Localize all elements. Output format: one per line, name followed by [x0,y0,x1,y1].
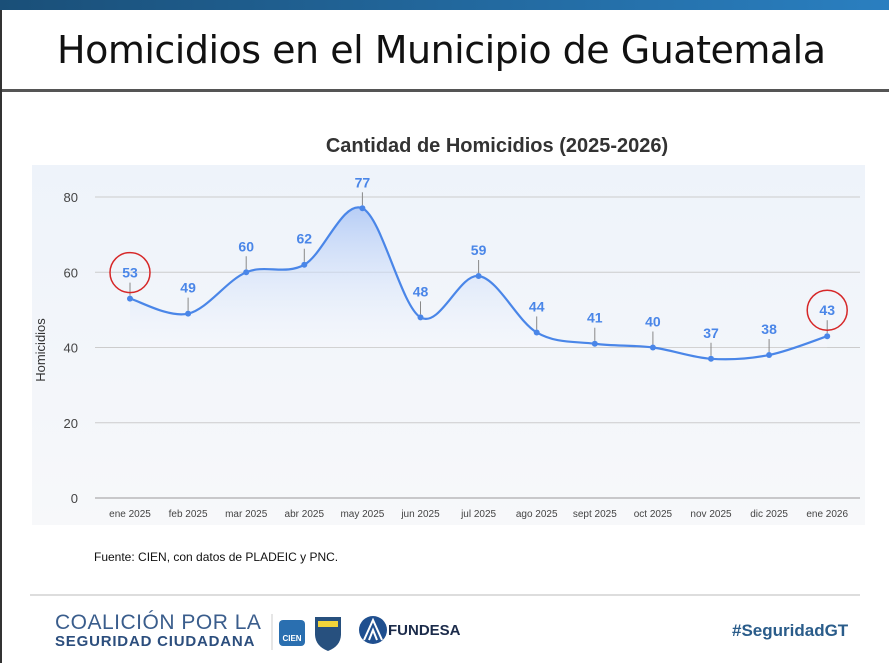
data-label: 59 [471,242,487,258]
data-point [475,273,482,280]
x-tick-label: feb 2025 [169,509,208,520]
highlight-circle [806,289,848,331]
fundesa-logo-icon [359,616,387,644]
page-title: Homicidios en el Municipio de Guatemala [57,28,826,72]
x-tick-label: may 2025 [340,509,384,520]
data-label: 37 [703,325,719,341]
x-tick-label: dic 2025 [750,509,788,520]
x-tick-label: mar 2025 [225,509,268,520]
y-tick-label: 80 [64,190,78,205]
data-point [824,333,831,340]
footer-divider [30,594,860,596]
data-point [359,205,366,212]
x-tick-label: ago 2025 [516,509,558,520]
data-point [766,352,773,359]
partner-logos: CIEN [271,614,341,651]
x-tick-label: jun 2025 [400,509,440,520]
homicides-line-chart: Cantidad de Homicidios (2025-2026) Homici… [32,135,865,525]
x-tick-label: jul 2025 [460,509,496,520]
source-note: Fuente: CIEN, con datos de PLADEIC y PNC… [94,550,339,564]
coalicion-logo-line2: SEGURIDAD CIUDADANA [55,633,256,650]
data-label: 62 [297,231,313,247]
chart-title: Cantidad de Homicidios (2025-2026) [326,135,668,157]
area-fill [130,207,828,360]
data-label: 41 [587,310,603,326]
y-tick-label: 60 [64,265,78,280]
left-border [0,10,2,663]
y-axis-label: Homicidios [33,318,48,382]
x-tick-label: ene 2025 [109,509,151,520]
hashtag: #SeguridadGT [732,621,849,640]
data-label: 77 [355,174,371,190]
coalicion-logo-line1: COALICIÓN POR LA [55,611,262,634]
top-banner [0,0,889,10]
x-tick-label: nov 2025 [690,509,732,520]
y-tick-label: 0 [71,491,78,506]
svg-text:CIEN: CIEN [282,634,301,643]
data-point [185,310,192,317]
data-point [708,355,714,362]
data-point [533,329,540,336]
x-tick-label: sept 2025 [573,509,617,520]
fundesa-logo-text: FUNDESA [388,622,461,639]
x-tick-label: oct 2025 [634,509,673,520]
data-label: 60 [238,238,254,254]
x-tick-label: abr 2025 [285,509,325,520]
data-label: 48 [413,283,429,299]
data-label: 40 [645,314,661,330]
y-tick-label: 20 [64,416,78,431]
highlight-circle [109,251,151,294]
x-tick-label: ene 2026 [806,509,848,520]
data-point [243,269,250,276]
data-label: 53 [122,265,138,281]
cien-logo [279,620,305,646]
data-label: 43 [819,302,835,318]
data-point [591,340,598,347]
data-label: 49 [180,280,196,296]
data-point [127,295,133,302]
data-point [649,344,656,351]
y-tick-label: 40 [64,341,78,356]
data-label: 38 [761,321,777,337]
data-point [301,261,308,268]
data-label: 44 [529,298,545,314]
title-divider [2,89,889,92]
data-point [417,314,424,321]
